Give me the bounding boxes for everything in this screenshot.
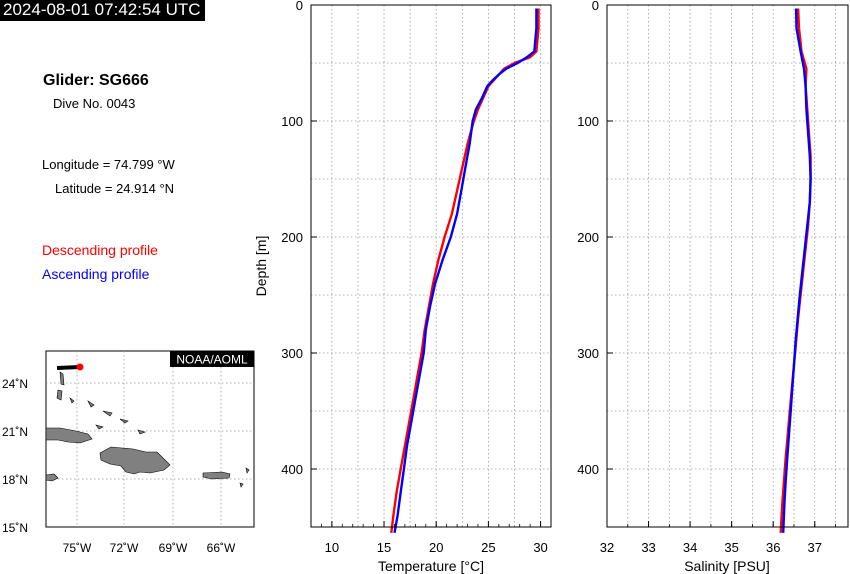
glider-name: Glider: SG666: [43, 72, 149, 89]
salinity-xtick-label: 32: [600, 540, 614, 555]
salinity-ytick-label: 200: [577, 230, 599, 245]
location-map: NOAA/AOML 24˚N 21˚N 18˚N 15˚N 75˚W 72˚W 69˚W 66…: [2, 350, 255, 555]
legend-descending: Descending profile: [42, 242, 158, 258]
depth-ylabel: Depth [m]: [253, 236, 269, 297]
temperature-xtick-label: 25: [481, 540, 495, 555]
salinity-ytick-label: 300: [577, 346, 599, 361]
salinity-ticks: 32 33 34 35 36 37 0 100 200 300 400: [577, 0, 836, 555]
salinity-xtick-label: 37: [808, 540, 822, 555]
land-hispaniola: [99, 446, 171, 475]
map-lat-label: 18˚N: [2, 473, 28, 487]
land-jamaica: [45, 473, 59, 482]
map-lat-label: 15˚N: [2, 521, 28, 535]
temperature-grid: [311, 5, 551, 527]
salinity-ascending-line: [782, 8, 812, 533]
land-bahamas-3: [87, 400, 95, 408]
salinity-ytick-label: 400: [577, 462, 599, 477]
temperature-ytick-label: 100: [281, 114, 303, 129]
longitude-readout: Longitude = 74.799 °W: [42, 157, 175, 172]
dive-number: Dive No. 0043: [53, 96, 136, 111]
map-lon-label: 66˚W: [207, 541, 236, 555]
land-bahamas-1: [59, 371, 65, 386]
glider-position-marker: [76, 363, 84, 371]
salinity-series: [779, 8, 812, 533]
land-bahamas-6: [95, 424, 104, 430]
temperature-descending-line: [390, 8, 540, 533]
land-small-2: [239, 482, 244, 488]
timestamp-banner: 2024-08-01 07:42:54 UTC: [0, 0, 205, 21]
map-lon-label: 72˚W: [110, 541, 139, 555]
temperature-xlabel: Temperature [°C]: [378, 558, 484, 574]
temperature-ytick-label: 200: [281, 230, 303, 245]
temperature-ytick-label: 400: [281, 462, 303, 477]
salinity-xlabel: Salinity [PSU]: [684, 558, 770, 574]
salinity-grid: [607, 5, 848, 527]
land-cuba: [45, 427, 93, 444]
salinity-ytick-label: 0: [592, 0, 599, 13]
salinity-frame: [606, 4, 849, 528]
map-badge: NOAA/AOML: [176, 353, 248, 367]
track-line: [56, 365, 81, 370]
temperature-xtick-label: 20: [429, 540, 443, 555]
temperature-xtick-label: 30: [533, 540, 547, 555]
land-small-1: [245, 467, 250, 474]
salinity-xtick-label: 36: [766, 540, 780, 555]
temperature-xtick-label: 15: [377, 540, 391, 555]
map-badge-bg: [170, 351, 254, 367]
latitude-readout: Latitude = 24.914 °N: [55, 181, 175, 196]
temperature-frame: [310, 4, 552, 528]
salinity-xtick-label: 35: [724, 540, 738, 555]
salinity-chart: 32 33 34 35 36 37 0 100 200 300 400 Salinity [PSU]: [577, 0, 849, 574]
temperature-ytick-label: 0: [296, 0, 303, 13]
salinity-ytick-label: 100: [577, 114, 599, 129]
map-tick-labels: 24˚N 21˚N 18˚N 15˚N 75˚W 72˚W 69˚W 66˚W: [2, 377, 236, 555]
land-turks: [137, 429, 146, 435]
glider-track: [56, 363, 84, 371]
map-lon-label: 69˚W: [159, 541, 188, 555]
map-lat-label: 21˚N: [2, 425, 28, 439]
temperature-series: [390, 8, 540, 534]
temperature-ascending-line: [393, 8, 538, 534]
land-puerto-rico: [202, 471, 231, 480]
map-lat-label: 24˚N: [2, 377, 28, 391]
land-bahamas-5: [119, 418, 129, 424]
land-bahamas-2: [69, 397, 75, 404]
land-andros: [56, 389, 63, 401]
map-land: [45, 371, 250, 488]
temperature-xtick-label: 10: [325, 540, 339, 555]
land-bahamas-4: [102, 410, 113, 417]
temperature-ytick-label: 300: [281, 346, 303, 361]
map-lon-label: 75˚W: [63, 541, 92, 555]
salinity-xtick-label: 34: [683, 540, 697, 555]
salinity-xtick-label: 33: [641, 540, 655, 555]
legend-ascending: Ascending profile: [42, 266, 150, 282]
